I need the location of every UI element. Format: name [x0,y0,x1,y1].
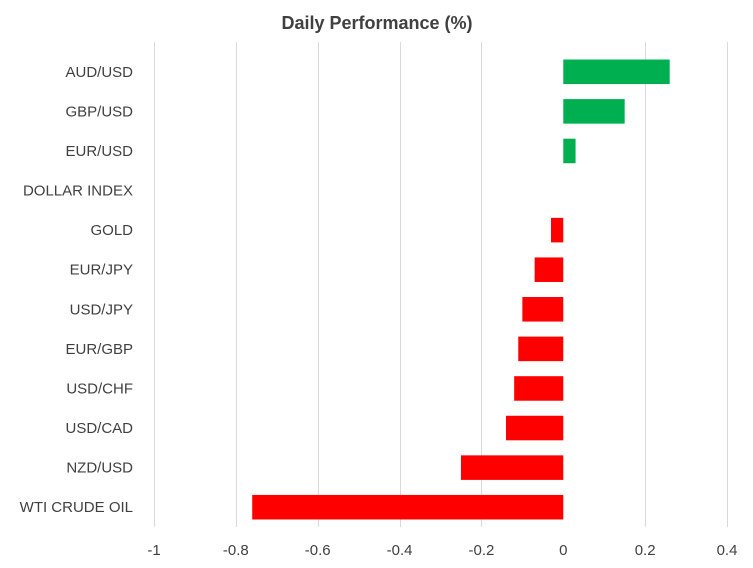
bar-eur-gbp [518,336,564,362]
x-tick-label: -0.4 [387,542,413,559]
x-axis-tick-labels: -1 -0.8 -0.6 -0.4 -0.2 0 0.2 0.4 [147,542,737,559]
bar-nzd-usd [460,455,564,480]
category-label: EUR/JPY [70,262,133,279]
bar-usd-cad [505,415,564,441]
bar-eur-usd [563,138,576,164]
bar-eur-jpy [534,257,564,282]
category-label: WTI CRUDE OIL [20,499,133,516]
chart-title: Daily Performance (%) [281,13,472,33]
x-tick-label: -0.2 [468,542,494,559]
bar-usd-jpy [522,297,564,322]
bar-gbp-usd [563,99,625,124]
bar-gold [551,217,564,243]
category-label: USD/CHF [66,380,133,397]
category-label: AUD/USD [65,64,133,81]
category-labels: AUD/USD GBP/USD EUR/USD DOLLAR INDEX GOLD EUR… [20,64,134,516]
bar-aud-usd [563,59,670,85]
category-label: EUR/USD [65,143,133,160]
bar-usd-chf [514,376,564,401]
category-label: DOLLAR INDEX [23,183,133,200]
category-label: GOLD [90,222,133,239]
gridlines [154,42,728,527]
x-tick-label: -1 [147,542,160,559]
bar-wti-crude-oil [252,494,564,520]
category-label: USD/CAD [65,420,133,437]
x-tick-label: -0.6 [305,542,331,559]
x-tick-label: 0.2 [635,542,656,559]
x-tick-label: 0.4 [717,542,738,559]
category-label: EUR/GBP [65,341,133,358]
category-label: GBP/USD [65,103,133,120]
x-tick-label: 0 [559,542,567,559]
bars [252,59,670,520]
category-label: USD/JPY [70,301,133,318]
category-label: NZD/USD [66,460,133,477]
x-tick-label: -0.8 [223,542,249,559]
